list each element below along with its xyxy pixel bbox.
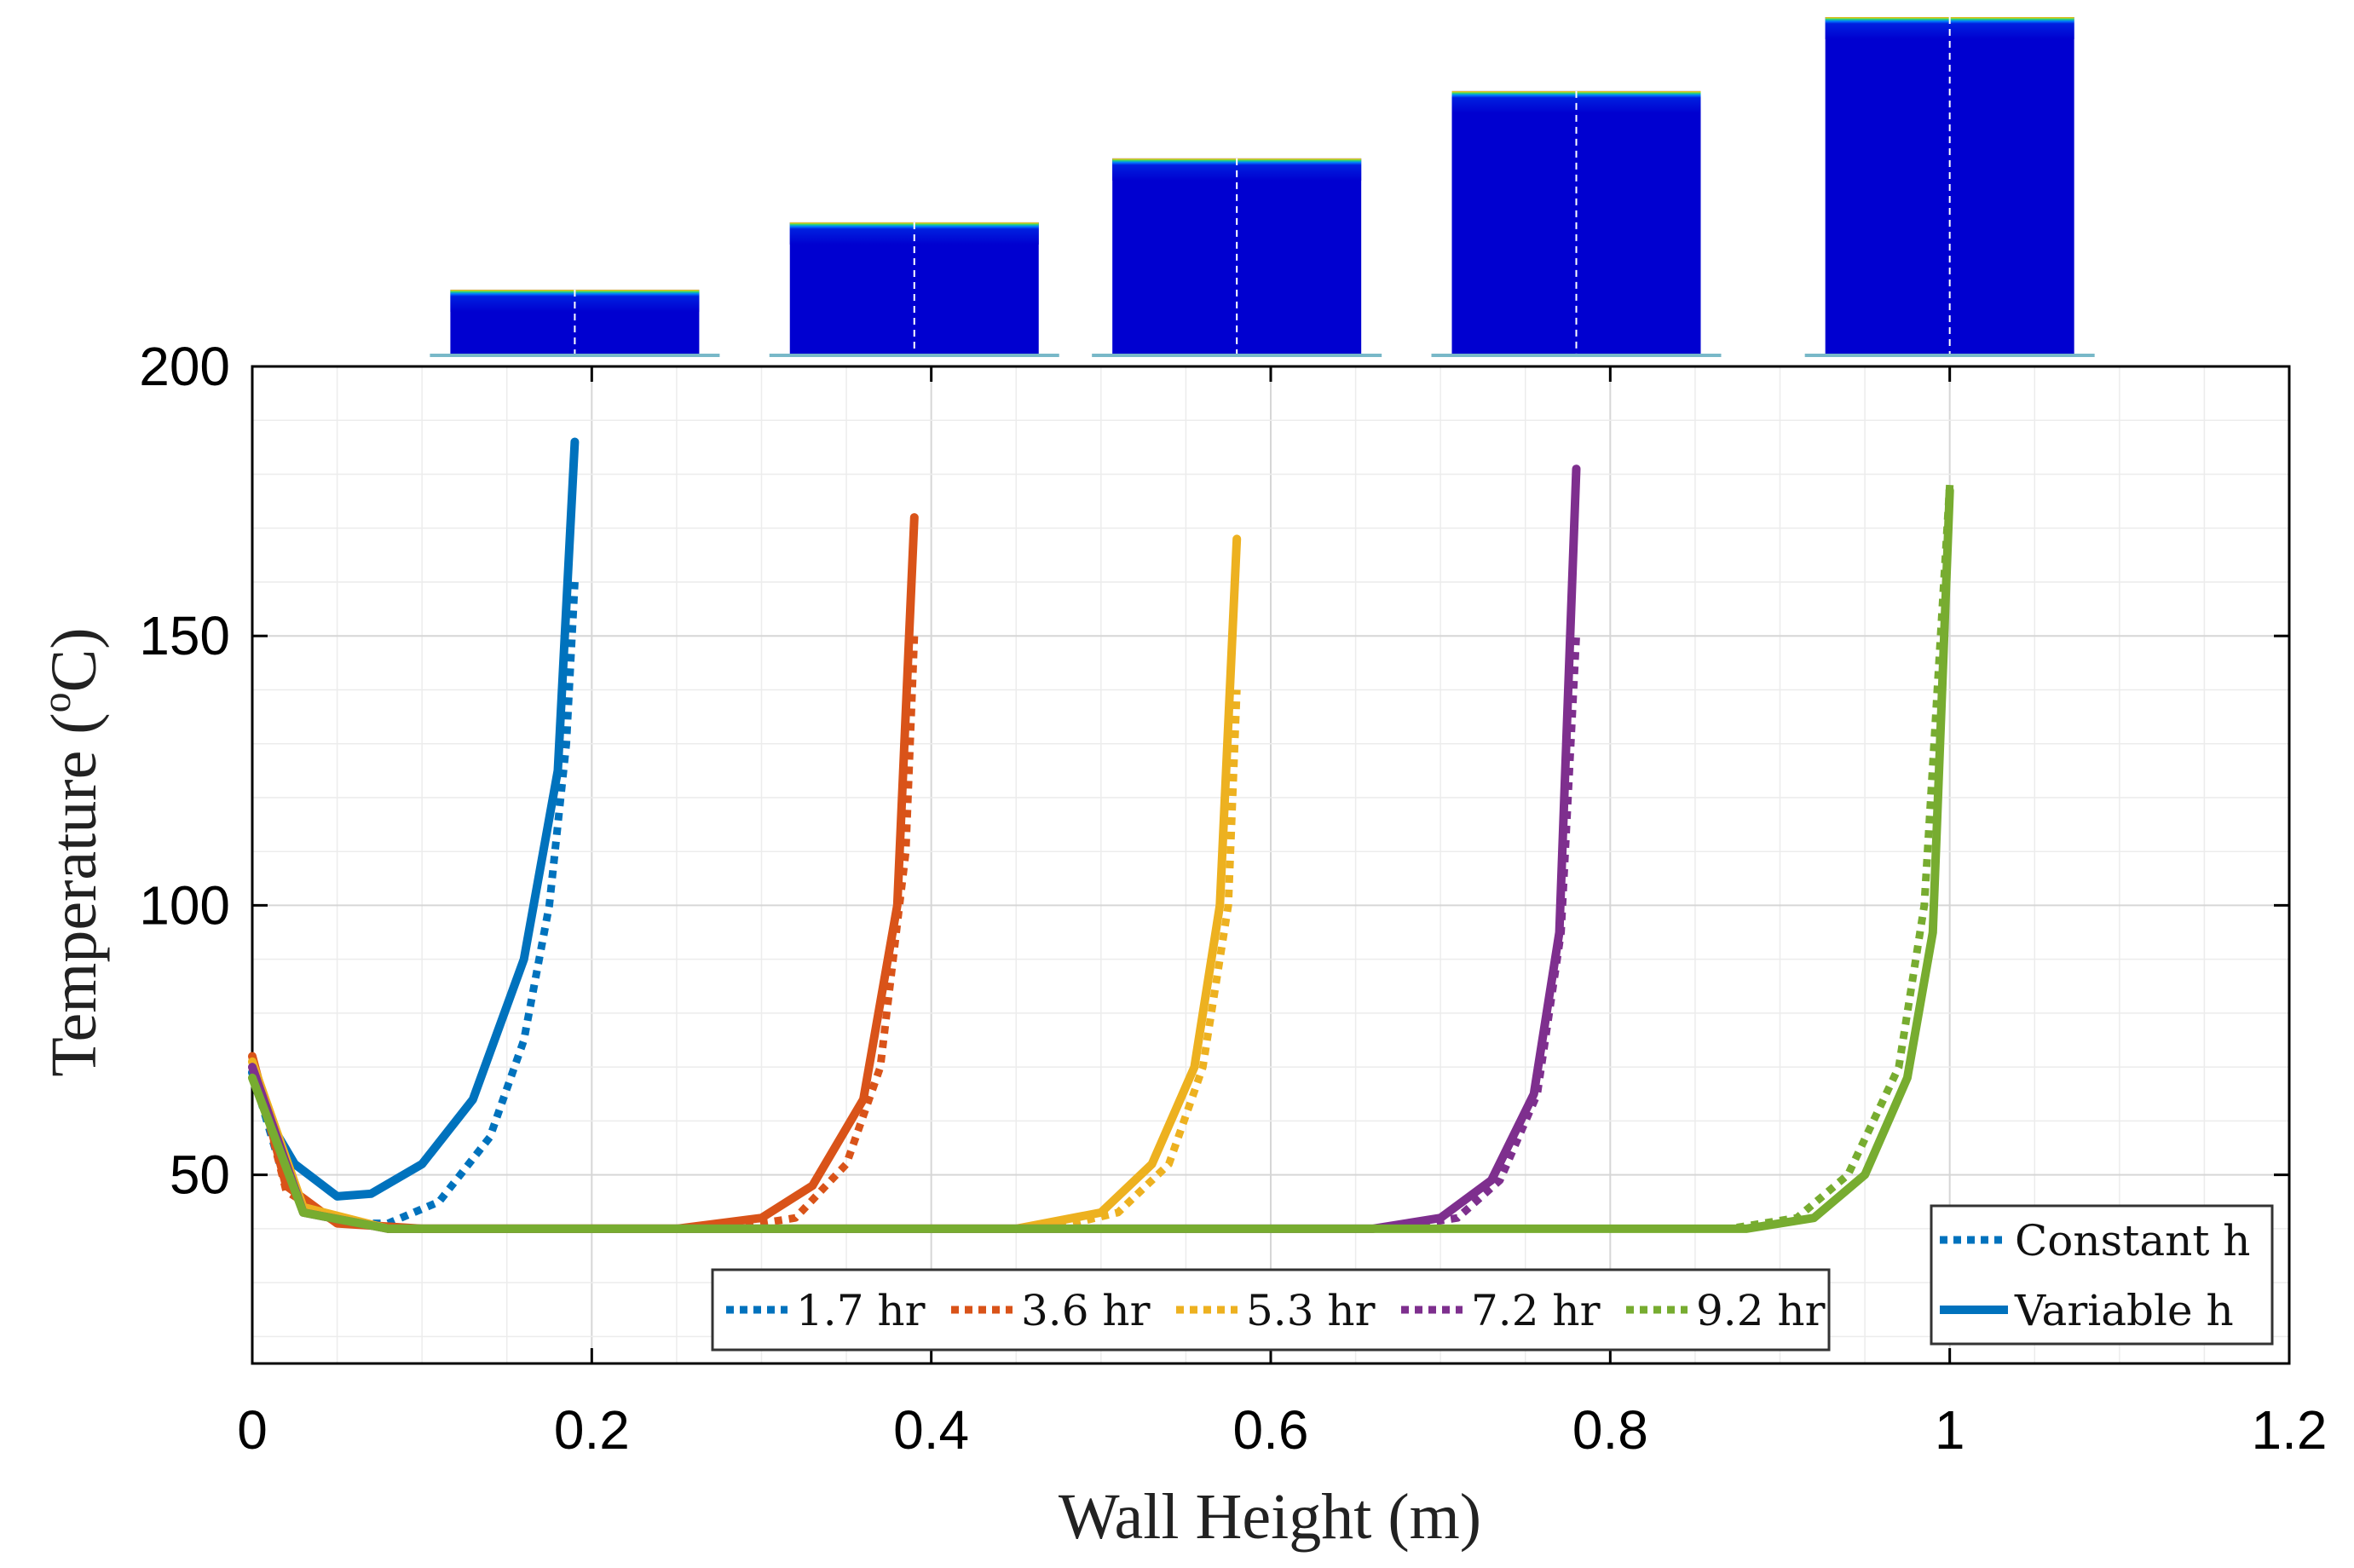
series-line-variable-h (248, 513, 919, 1233)
series-line-constant-h (248, 689, 1241, 1233)
legend-time-label: 5.3 hr (1246, 1286, 1376, 1335)
legend-times: 1.7 hr 3.6 hr 5.3 hr 7.2 hr 9.2 hr (711, 1268, 1831, 1352)
x-tick-label: 0.6 (1233, 1399, 1309, 1461)
series-line-variable-h (248, 437, 580, 1201)
legend-constant-label: Constant h (2015, 1216, 2251, 1265)
legend-time-label: 3.6 hr (1021, 1286, 1151, 1335)
y-tick-label: 50 (170, 1144, 230, 1206)
y-axis-title: Temperature (oC) (34, 627, 110, 1076)
series-line-constant-h (248, 581, 579, 1228)
legend-style-box (1930, 1204, 2274, 1346)
legend-variable-label: Variable h (2014, 1286, 2234, 1335)
y-axis-title-unit: C) (38, 627, 110, 692)
y-tick-label: 100 (139, 874, 230, 936)
y-tick-label: 200 (139, 336, 230, 397)
legend-time-label: 7.2 hr (1471, 1286, 1601, 1335)
series-line-variable-h (248, 534, 1242, 1233)
x-tick-label: 0.2 (554, 1399, 630, 1461)
ticks: 0 0.2 0.4 0.6 0.8 1 1.2 50 100 150 200 (139, 336, 2327, 1461)
series-line-constant-h (248, 636, 919, 1233)
x-tick-label: 0.8 (1572, 1399, 1648, 1461)
x-axis-title: Wall Height (m) (1059, 1481, 1481, 1553)
x-tick-label: 0.4 (893, 1399, 969, 1461)
legend-style: Constant h Variable h (1930, 1204, 2274, 1346)
x-tick-label: 1.2 (2252, 1399, 2328, 1461)
series-layer (248, 437, 1954, 1233)
legend-time-label: 9.2 hr (1696, 1286, 1826, 1335)
x-tick-label: 1 (1935, 1399, 1965, 1461)
legend-time-label: 1.7 hr (796, 1286, 926, 1335)
y-tick-label: 150 (139, 605, 230, 666)
y-axis-title-sup: o (34, 692, 79, 712)
x-tick-label: 0 (237, 1399, 268, 1461)
wall-simulation-images (430, 17, 2095, 357)
series-line-variable-h (248, 486, 1954, 1233)
